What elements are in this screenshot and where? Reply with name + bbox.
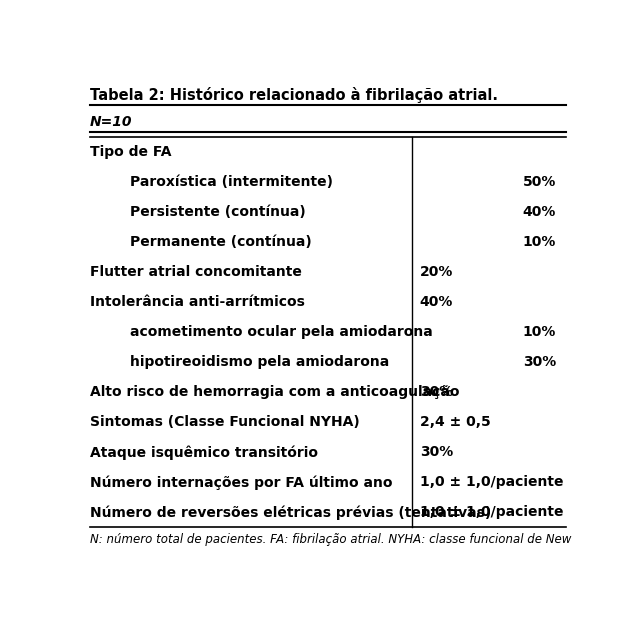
Text: 40%: 40% bbox=[420, 295, 453, 310]
Text: Paroxística (intermitente): Paroxística (intermitente) bbox=[129, 175, 333, 189]
Text: acometimento ocular pela amiodarona: acometimento ocular pela amiodarona bbox=[129, 325, 433, 339]
Text: Permanente (contínua): Permanente (contínua) bbox=[129, 236, 311, 249]
Text: 30%: 30% bbox=[420, 386, 453, 399]
Text: Número internações por FA último ano: Número internações por FA último ano bbox=[90, 475, 392, 490]
Text: 2,4 ± 0,5: 2,4 ± 0,5 bbox=[420, 416, 490, 430]
Text: Número de reversões elétricas prévias (tentativas): Número de reversões elétricas prévias (t… bbox=[90, 506, 491, 520]
Text: Flutter atrial concomitante: Flutter atrial concomitante bbox=[90, 266, 302, 279]
Text: 30%: 30% bbox=[420, 445, 453, 460]
Text: 1,0 ± 1,0/paciente: 1,0 ± 1,0/paciente bbox=[420, 506, 563, 519]
Text: Tabela 2: Histórico relacionado à fibrilação atrial.: Tabela 2: Histórico relacionado à fibril… bbox=[90, 87, 498, 104]
Text: 40%: 40% bbox=[523, 205, 556, 219]
Text: N: número total de pacientes. FA: fibrilação atrial. NYHA: classe funcional de N: N: número total de pacientes. FA: fibril… bbox=[90, 533, 572, 546]
Text: 10%: 10% bbox=[523, 236, 556, 249]
Text: 50%: 50% bbox=[523, 175, 556, 189]
Text: 30%: 30% bbox=[523, 355, 556, 369]
Text: 1,0 ± 1,0/paciente: 1,0 ± 1,0/paciente bbox=[420, 475, 563, 489]
Text: Persistente (contínua): Persistente (contínua) bbox=[129, 205, 305, 219]
Text: 20%: 20% bbox=[420, 266, 453, 279]
Text: N=10: N=10 bbox=[90, 115, 132, 129]
Text: Tipo de FA: Tipo de FA bbox=[90, 145, 172, 160]
Text: Sintomas (Classe Funcional NYHA): Sintomas (Classe Funcional NYHA) bbox=[90, 416, 360, 430]
Text: 10%: 10% bbox=[523, 325, 556, 339]
Text: Alto risco de hemorragia com a anticoagulação: Alto risco de hemorragia com a anticoagu… bbox=[90, 386, 460, 399]
Text: hipotireoidismo pela amiodarona: hipotireoidismo pela amiodarona bbox=[129, 355, 389, 369]
Text: Intolerância anti-arrítmicos: Intolerância anti-arrítmicos bbox=[90, 295, 305, 310]
Text: Ataque isquêmico transitório: Ataque isquêmico transitório bbox=[90, 445, 318, 460]
